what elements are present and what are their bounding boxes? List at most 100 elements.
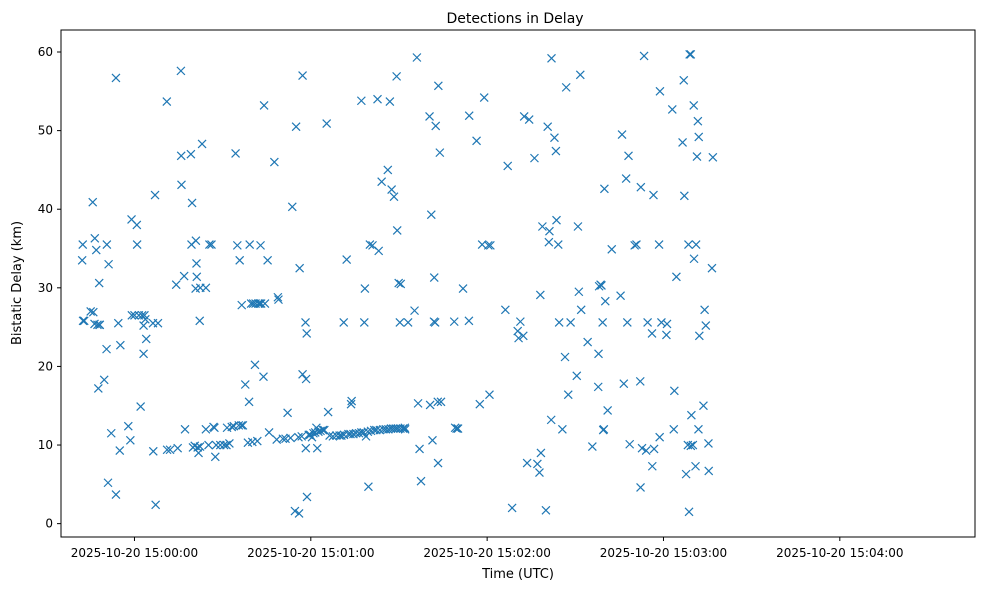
- data-point: [689, 254, 699, 264]
- data-point: [572, 371, 582, 381]
- data-point: [312, 443, 322, 453]
- data-point: [544, 237, 554, 247]
- data-point: [704, 466, 714, 476]
- data-point: [187, 198, 197, 208]
- data-point: [694, 132, 704, 142]
- data-point: [635, 376, 645, 386]
- data-point: [416, 476, 426, 486]
- data-point: [363, 482, 373, 492]
- data-point: [291, 122, 301, 132]
- chart-title: Detections in Delay: [446, 11, 583, 27]
- data-point: [603, 406, 613, 415]
- data-point: [290, 506, 300, 516]
- data-point: [679, 75, 689, 85]
- data-point: [583, 337, 593, 347]
- data-point: [171, 280, 181, 290]
- data-point: [563, 390, 573, 400]
- data-point: [622, 317, 632, 327]
- data-point: [211, 440, 221, 450]
- data-point: [204, 240, 214, 250]
- data-point: [115, 446, 125, 455]
- data-point: [259, 101, 269, 110]
- data-point: [201, 424, 211, 434]
- data-point: [400, 424, 410, 434]
- plot-area: [60, 29, 976, 538]
- data-point: [649, 444, 659, 454]
- data-point: [301, 317, 310, 327]
- data-point: [430, 317, 440, 327]
- data-point: [278, 434, 288, 444]
- data-point: [88, 197, 98, 207]
- data-point: [93, 384, 103, 393]
- data-point: [636, 483, 645, 492]
- data-point: [234, 420, 244, 430]
- x-tick-label: 2025-10-20 15:00:00: [71, 546, 198, 560]
- data-point: [536, 448, 546, 458]
- data-point: [429, 273, 439, 283]
- data-point: [389, 192, 399, 202]
- data-point: [464, 316, 474, 326]
- data-point: [111, 490, 121, 499]
- data-point: [237, 420, 246, 430]
- data-point: [130, 310, 139, 320]
- data-point: [691, 240, 701, 250]
- data-point: [662, 319, 672, 329]
- data-point: [619, 379, 629, 389]
- data-point: [453, 424, 463, 433]
- data-point: [232, 240, 242, 250]
- data-point: [235, 255, 245, 265]
- data-point: [593, 382, 603, 392]
- data-point: [347, 396, 357, 406]
- data-point: [415, 444, 424, 454]
- data-point: [519, 112, 529, 121]
- data-point: [507, 503, 517, 513]
- data-point: [392, 71, 402, 81]
- data-point: [250, 360, 260, 370]
- data-point: [689, 101, 699, 110]
- data-point: [322, 119, 332, 128]
- data-point: [79, 316, 89, 326]
- data-point: [537, 222, 547, 231]
- data-point: [681, 469, 691, 479]
- data-point: [162, 445, 172, 455]
- data-point: [655, 86, 665, 96]
- data-point: [180, 424, 190, 434]
- data-point: [557, 424, 567, 434]
- data-point: [298, 369, 308, 379]
- data-point: [500, 305, 510, 315]
- data-point: [252, 436, 262, 446]
- data-point: [599, 184, 609, 194]
- data-point: [227, 422, 237, 432]
- data-point: [436, 397, 446, 407]
- data-point: [388, 424, 398, 433]
- data-point: [254, 299, 263, 308]
- data-point: [95, 320, 105, 330]
- data-point: [699, 401, 708, 411]
- data-points: [77, 49, 718, 518]
- data-point: [90, 233, 100, 243]
- data-point: [191, 236, 201, 246]
- data-point: [302, 328, 312, 338]
- data-point: [535, 290, 545, 300]
- data-point: [630, 240, 640, 250]
- data-point: [197, 139, 207, 149]
- data-point: [140, 314, 150, 324]
- data-point: [150, 190, 160, 200]
- data-point: [400, 423, 410, 433]
- data-point: [530, 153, 539, 163]
- data-point: [192, 272, 202, 282]
- y-tick-label: 30: [38, 281, 53, 295]
- data-point: [573, 222, 583, 231]
- data-point: [550, 133, 559, 143]
- data-point: [632, 240, 641, 250]
- data-point: [139, 321, 149, 330]
- data-point: [256, 299, 266, 308]
- data-point: [694, 424, 703, 434]
- data-point: [395, 317, 405, 327]
- data-point: [546, 415, 556, 425]
- data-point: [649, 190, 658, 200]
- data-point: [274, 295, 283, 305]
- y-tick-label: 60: [38, 45, 53, 59]
- data-point: [297, 431, 307, 441]
- data-point: [621, 174, 631, 183]
